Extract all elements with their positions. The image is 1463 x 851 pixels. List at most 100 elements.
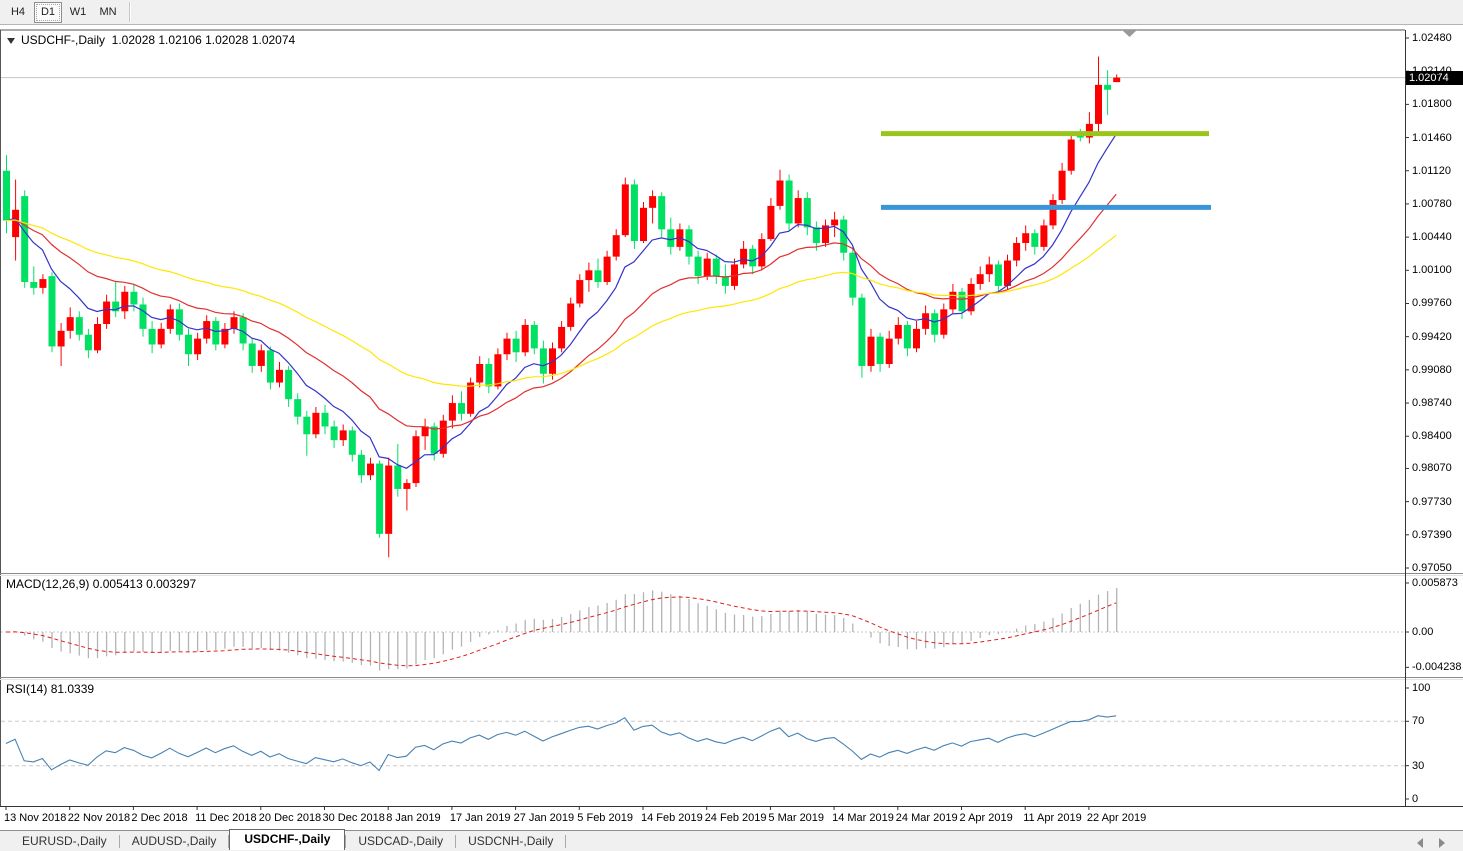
candle-body [130,291,138,305]
candle-body [530,324,538,349]
tab-separator [565,834,567,848]
candle-body [248,343,256,366]
candle-body [212,321,220,345]
tab-separator [228,834,230,848]
candle-body [958,291,966,312]
candle-body [394,465,402,489]
candle-body [1013,242,1021,261]
candle-body [230,317,238,329]
candle-body [903,324,911,349]
candle-body [794,198,802,224]
candle-body [312,412,320,435]
tab-usdcad[interactable]: USDCAD-,Daily [358,834,444,848]
candle-body [203,321,211,339]
candle-body [630,184,638,242]
candle-body [576,280,584,304]
candle-body [867,336,875,366]
candle-body [922,313,930,329]
candle-body [330,426,338,441]
candle-body [521,324,529,353]
candle-body [1104,84,1112,90]
chart-canvas[interactable]: USDCHF-,Daily 1.02028 1.02106 1.02028 1.… [0,26,1463,829]
candle-body [48,276,56,347]
candle-body [1031,233,1039,247]
timeframe-button-w1[interactable]: W1 [69,6,87,18]
candle-body [21,196,29,283]
toolbar-separator [129,2,131,22]
candle-body [940,309,948,335]
candle-body [294,399,302,417]
candle-body [840,219,848,253]
candle-body [658,196,666,230]
candle-body [1095,84,1102,124]
candle-body [721,276,729,286]
candle-body [412,436,420,484]
candle-body [831,219,839,226]
candle-body [339,430,347,441]
ma-fast-line [5,133,1117,469]
candle-body [558,326,566,349]
candle-body [403,483,411,489]
candle-body [585,270,593,281]
candle-body [812,227,820,243]
candle-body [185,334,192,355]
timeframe-button-d1[interactable]: D1 [34,1,62,23]
candle-body [931,313,939,335]
tabs-scroll-left-icon[interactable] [1417,838,1423,848]
candle-body [467,382,475,414]
candle-body [139,304,147,329]
timeframe-toolbar: H4 D1 W1 MN [0,0,1463,25]
tab-separator [345,834,347,848]
ma-mid-line [5,193,1117,430]
symbol-tab-bar: EURUSD-,Daily AUDUSD-,Daily USDCHF-,Daily U… [0,829,1463,851]
timeframe-button-mn[interactable]: MN [99,6,117,18]
candle-body [1022,233,1030,243]
candle-body [539,348,547,374]
candle-body [667,229,675,247]
candle-body [266,350,274,383]
candle-body [157,328,165,345]
tab-usdcnh[interactable]: USDCNH-,Daily [468,834,554,848]
candle-body [1040,225,1048,247]
candle-body [348,430,356,455]
candle-body [885,338,893,365]
candle-body [503,338,511,355]
tab-audusd[interactable]: AUDUSD-,Daily [131,834,217,848]
price-chart-svg[interactable] [0,26,1463,829]
candle-body [30,282,38,288]
tab-eurusd[interactable]: EURUSD-,Daily [22,834,107,848]
tabs-scroll-right-icon[interactable] [1439,838,1445,848]
candle-body [476,364,484,383]
candle-body [12,209,20,238]
candle-body [803,198,811,228]
candle-body [385,465,393,534]
candle-body [703,258,711,277]
candle-body [876,336,884,365]
candle-body [494,354,502,387]
candle-body [166,309,174,329]
candle-body [257,350,265,366]
candle-body [976,274,984,284]
candle-body [740,248,748,265]
candle-body [849,252,857,298]
candle-body [66,317,74,331]
candle-body [712,258,720,277]
candle-body [221,328,229,345]
candle-body [758,239,766,267]
candle-body [239,317,247,344]
candle-body [640,207,647,242]
candle-body [84,334,92,351]
candle-body [1067,139,1075,171]
candle-body [39,279,47,288]
candle-body [94,323,101,351]
candle-body [1113,77,1121,83]
candle-body [1049,200,1057,226]
candle-body [1058,170,1066,201]
candle-body [57,330,65,347]
candle-body [276,369,283,383]
candle-body [75,317,83,335]
candle-body [485,364,493,387]
timeframe-button-h4[interactable]: H4 [10,6,26,18]
tab-usdchf[interactable]: USDCHF-,Daily [229,829,346,850]
candle-body [1004,260,1011,286]
